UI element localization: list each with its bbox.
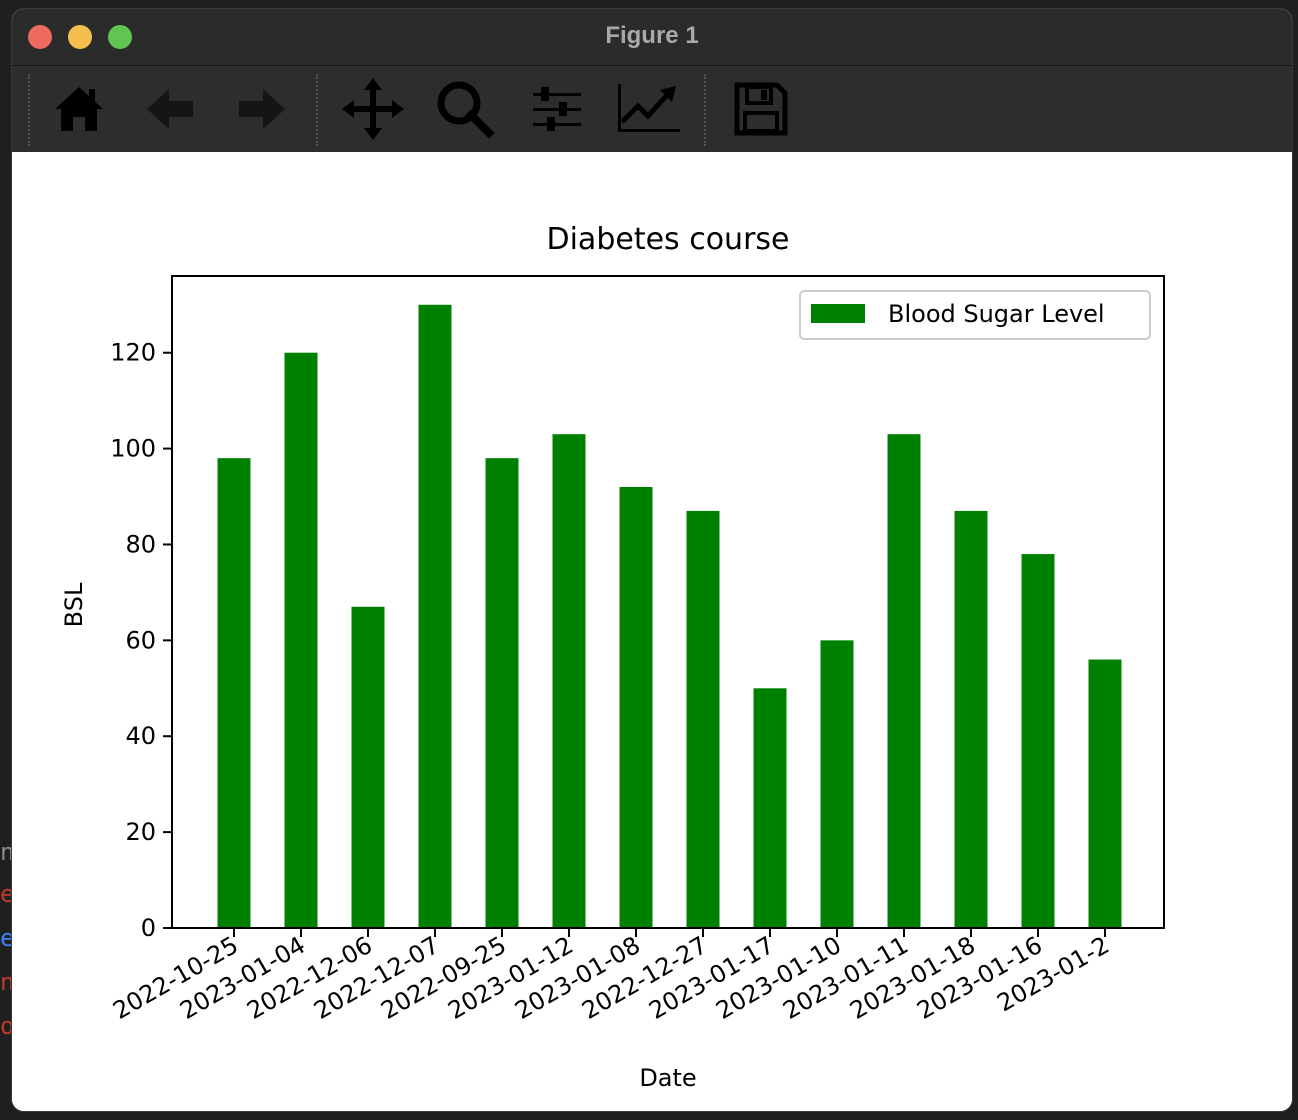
x-axis-label: Date xyxy=(639,1064,696,1092)
y-tick-label: 60 xyxy=(125,626,156,654)
bar xyxy=(284,352,318,928)
legend-box xyxy=(799,290,1151,340)
bar xyxy=(887,434,921,928)
bar xyxy=(686,510,720,928)
bar xyxy=(820,640,854,928)
chart-title: Diabetes course xyxy=(547,222,790,257)
bar xyxy=(485,458,519,928)
zoom-button[interactable] xyxy=(108,25,132,49)
toolbar-separator xyxy=(28,74,30,146)
legend-swatch xyxy=(811,304,865,323)
configure-subplots-button[interactable] xyxy=(522,76,592,142)
bar xyxy=(619,486,653,928)
bar xyxy=(753,688,787,928)
magnifier-icon xyxy=(437,81,495,139)
line-chart-icon xyxy=(618,84,680,132)
figure-window: Figure 1 xyxy=(12,9,1292,1111)
bar-chart: Diabetes course 0 20 40 60 80 100 120 2022-10-… xyxy=(60,222,1165,1092)
bar xyxy=(1021,554,1055,928)
figure-canvas: Diabetes course 0 20 40 60 80 100 120 2022-10-… xyxy=(12,152,1292,1111)
bar xyxy=(954,510,988,928)
pan-button[interactable] xyxy=(338,76,408,142)
home-button[interactable] xyxy=(44,76,114,142)
y-tick-label: 120 xyxy=(110,339,156,367)
save-button[interactable] xyxy=(726,76,796,142)
toolbar-separator xyxy=(704,74,706,146)
y-axis-label: BSL xyxy=(60,582,88,627)
bar xyxy=(418,304,452,928)
forward-button[interactable] xyxy=(226,76,296,142)
bar xyxy=(351,606,385,928)
y-tick-label: 80 xyxy=(125,530,156,558)
y-axis: 0 20 40 60 80 100 120 xyxy=(110,339,172,942)
minimize-button[interactable] xyxy=(68,25,92,49)
y-tick-label: 100 xyxy=(110,435,156,463)
y-tick-label: 20 xyxy=(125,818,156,846)
window-title: Figure 1 xyxy=(605,22,699,49)
bars-group xyxy=(217,304,1122,928)
plot-frame xyxy=(171,275,1165,929)
home-icon xyxy=(55,87,103,131)
title-bar: Figure 1 xyxy=(12,9,1292,66)
edit-axes-button[interactable] xyxy=(614,76,684,142)
toolbar xyxy=(12,66,1292,152)
legend: Blood Sugar Level xyxy=(799,290,1151,340)
sliders-icon xyxy=(533,87,581,131)
bar xyxy=(552,434,586,928)
floppy-disk-icon xyxy=(734,82,788,136)
zoom-to-rect-button[interactable] xyxy=(430,76,500,142)
back-button[interactable] xyxy=(136,76,206,142)
legend-label: Blood Sugar Level xyxy=(888,300,1105,328)
bar xyxy=(1088,659,1122,928)
toolbar-separator xyxy=(316,74,318,146)
close-button[interactable] xyxy=(28,25,52,49)
x-axis: 2022-10-252023-01-042022-12-062022-12-07… xyxy=(108,928,1114,1025)
arrow-left-icon xyxy=(147,89,193,129)
y-tick-label: 0 xyxy=(141,914,156,942)
y-tick-label: 40 xyxy=(125,722,156,750)
move-icon xyxy=(342,78,404,140)
bar xyxy=(217,458,251,928)
arrow-right-icon xyxy=(239,89,285,129)
